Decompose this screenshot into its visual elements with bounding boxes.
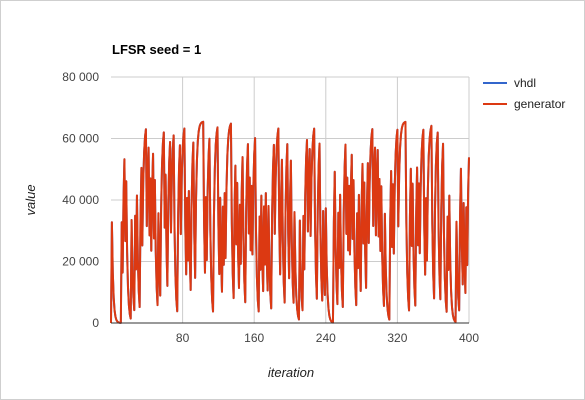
y-tick-label: 40 000 [62,193,99,207]
series-lines [110,120,470,324]
chart-title: LFSR seed = 1 [112,42,201,57]
x-axis-ticks: 80 160 240 320 400 [176,331,479,345]
x-tick-label: 240 [316,331,336,345]
x-tick-label: 320 [387,331,407,345]
legend-label-generator: generator [514,97,565,111]
x-axis-label: iteration [268,365,314,380]
x-tick-label: 400 [459,331,479,345]
y-tick-label: 20 000 [62,255,99,269]
y-axis-ticks: 0 20 000 40 000 60 000 80 000 [62,70,99,330]
x-tick-label: 80 [176,331,190,345]
x-tick-label: 160 [244,331,264,345]
y-tick-label: 0 [92,316,99,330]
y-tick-label: 80 000 [62,70,99,84]
legend: vhdl generator [483,76,565,111]
legend-label-vhdl: vhdl [514,76,536,90]
series-line-generator [110,120,470,324]
y-tick-label: 60 000 [62,132,99,146]
y-axis-label: value [23,184,38,215]
